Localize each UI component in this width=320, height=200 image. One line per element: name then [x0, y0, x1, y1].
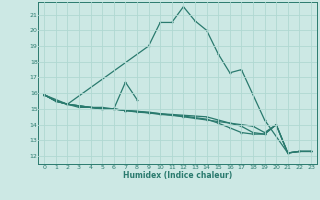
X-axis label: Humidex (Indice chaleur): Humidex (Indice chaleur) — [123, 171, 232, 180]
